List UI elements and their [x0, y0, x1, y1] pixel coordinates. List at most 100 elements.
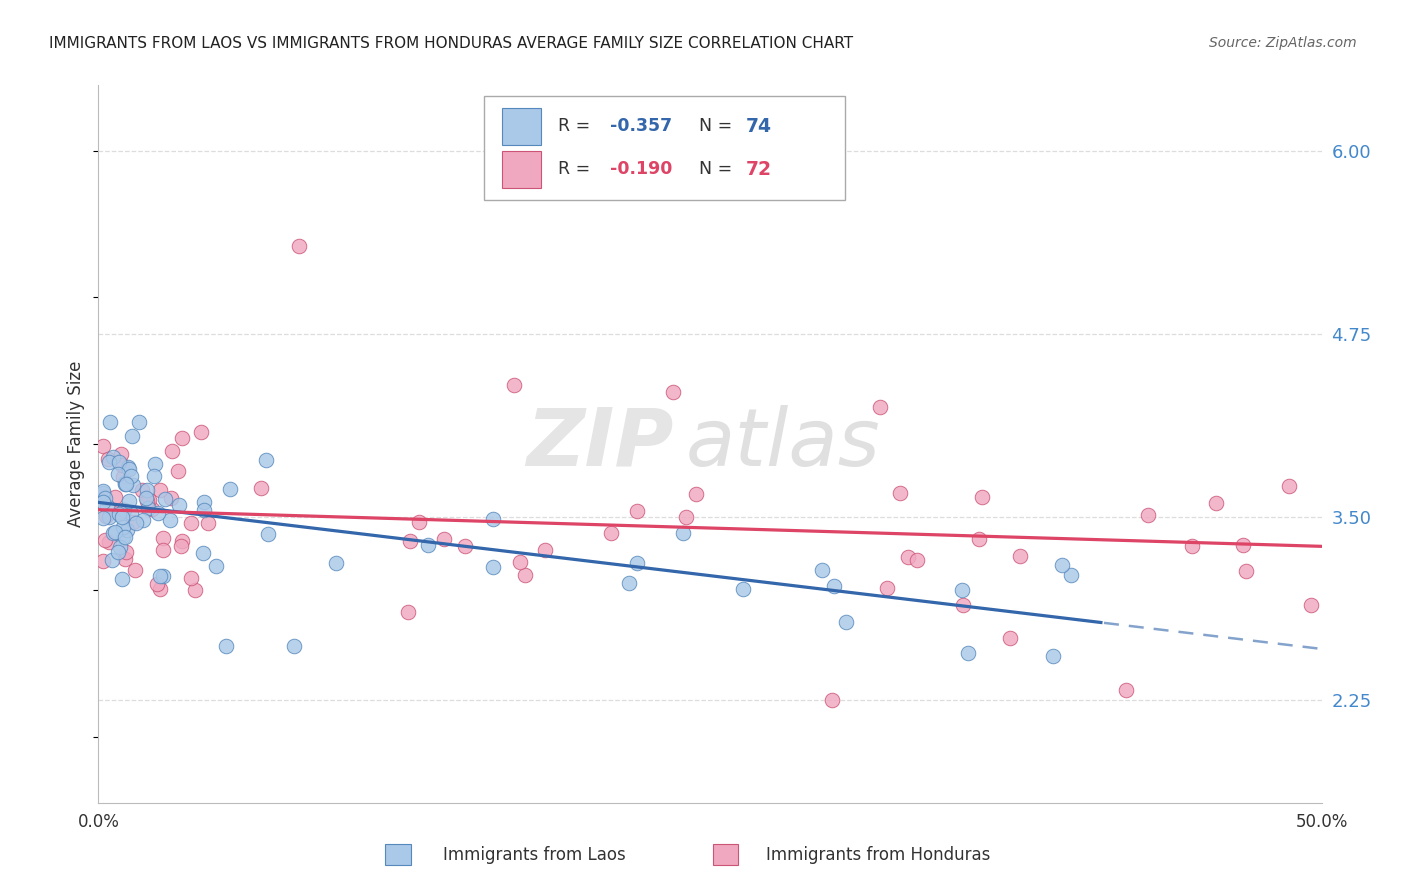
Point — [111, 510, 134, 524]
Point — [97, 534, 120, 549]
Point — [626, 556, 648, 570]
Point — [110, 447, 132, 461]
Point — [481, 559, 503, 574]
Point — [950, 582, 973, 597]
Point — [146, 507, 169, 521]
Point — [905, 553, 928, 567]
Point — [399, 534, 422, 549]
Point — [197, 516, 219, 530]
Point — [114, 476, 136, 491]
Point — [121, 429, 143, 443]
Point — [91, 554, 114, 568]
Point — [1115, 683, 1137, 698]
Point — [1059, 567, 1081, 582]
Point — [114, 477, 136, 491]
Point — [114, 552, 136, 566]
Point — [152, 569, 174, 583]
Point — [685, 486, 707, 500]
Point — [214, 639, 236, 653]
Point — [135, 491, 157, 506]
Text: R =: R = — [558, 118, 596, 136]
Point — [190, 425, 212, 439]
Point — [675, 510, 697, 524]
Point — [731, 582, 754, 596]
Point — [256, 526, 278, 541]
Point — [170, 431, 193, 445]
Point — [1000, 632, 1022, 646]
Point — [876, 581, 898, 595]
Point — [1052, 558, 1074, 572]
Text: R =: R = — [558, 161, 596, 178]
Point — [600, 525, 623, 540]
Point — [1042, 649, 1064, 664]
Point — [152, 531, 174, 545]
Point — [111, 520, 134, 534]
Point — [1232, 537, 1254, 551]
Point — [118, 461, 141, 475]
Point — [135, 494, 157, 508]
Point — [115, 477, 138, 491]
Point — [534, 542, 557, 557]
Point — [128, 415, 150, 429]
Point — [96, 499, 118, 513]
Point — [108, 505, 131, 519]
Point — [121, 515, 143, 529]
Point — [193, 503, 215, 517]
Point — [972, 490, 994, 504]
Point — [256, 453, 278, 467]
Point — [112, 503, 135, 517]
Point — [160, 443, 183, 458]
Point — [107, 455, 129, 469]
Point — [131, 483, 153, 498]
Point — [396, 605, 419, 619]
Point — [101, 526, 124, 541]
Point — [288, 239, 311, 253]
Point — [108, 507, 131, 521]
Point — [148, 483, 170, 497]
Point — [124, 563, 146, 577]
Point — [132, 513, 155, 527]
Text: ZIP: ZIP — [526, 405, 673, 483]
Point — [283, 639, 305, 653]
Text: atlas: atlas — [686, 405, 880, 483]
Point — [191, 546, 214, 560]
Point — [205, 558, 228, 573]
Point — [152, 542, 174, 557]
Point — [1180, 540, 1202, 554]
Point — [120, 506, 142, 520]
Point — [219, 482, 242, 496]
Point — [952, 599, 974, 613]
Point — [97, 510, 120, 524]
Point — [1137, 508, 1160, 522]
Point — [103, 450, 125, 464]
Point — [138, 500, 160, 515]
FancyBboxPatch shape — [502, 151, 541, 188]
Point — [98, 455, 121, 469]
Point — [112, 503, 135, 517]
Point — [107, 467, 129, 482]
Point — [98, 415, 121, 429]
Point — [889, 485, 911, 500]
Text: IMMIGRANTS FROM LAOS VS IMMIGRANTS FROM HONDURAS AVERAGE FAMILY SIZE CORRELATION: IMMIGRANTS FROM LAOS VS IMMIGRANTS FROM … — [49, 36, 853, 51]
Point — [148, 569, 170, 583]
Point — [967, 532, 990, 546]
Point — [91, 439, 114, 453]
Point — [1008, 549, 1031, 563]
Point — [97, 451, 120, 466]
Point — [503, 378, 526, 392]
Text: Source: ZipAtlas.com: Source: ZipAtlas.com — [1209, 36, 1357, 50]
Point — [136, 483, 159, 497]
Point — [145, 576, 167, 591]
Point — [1205, 496, 1227, 510]
Point — [111, 530, 134, 544]
Text: N =: N = — [699, 161, 738, 178]
Point — [325, 557, 347, 571]
Point — [481, 512, 503, 526]
Point — [167, 498, 190, 512]
FancyBboxPatch shape — [484, 95, 845, 200]
FancyBboxPatch shape — [385, 844, 411, 865]
Point — [1234, 564, 1257, 578]
Point — [93, 491, 115, 506]
Text: -0.190: -0.190 — [610, 161, 672, 178]
Point — [167, 464, 190, 478]
